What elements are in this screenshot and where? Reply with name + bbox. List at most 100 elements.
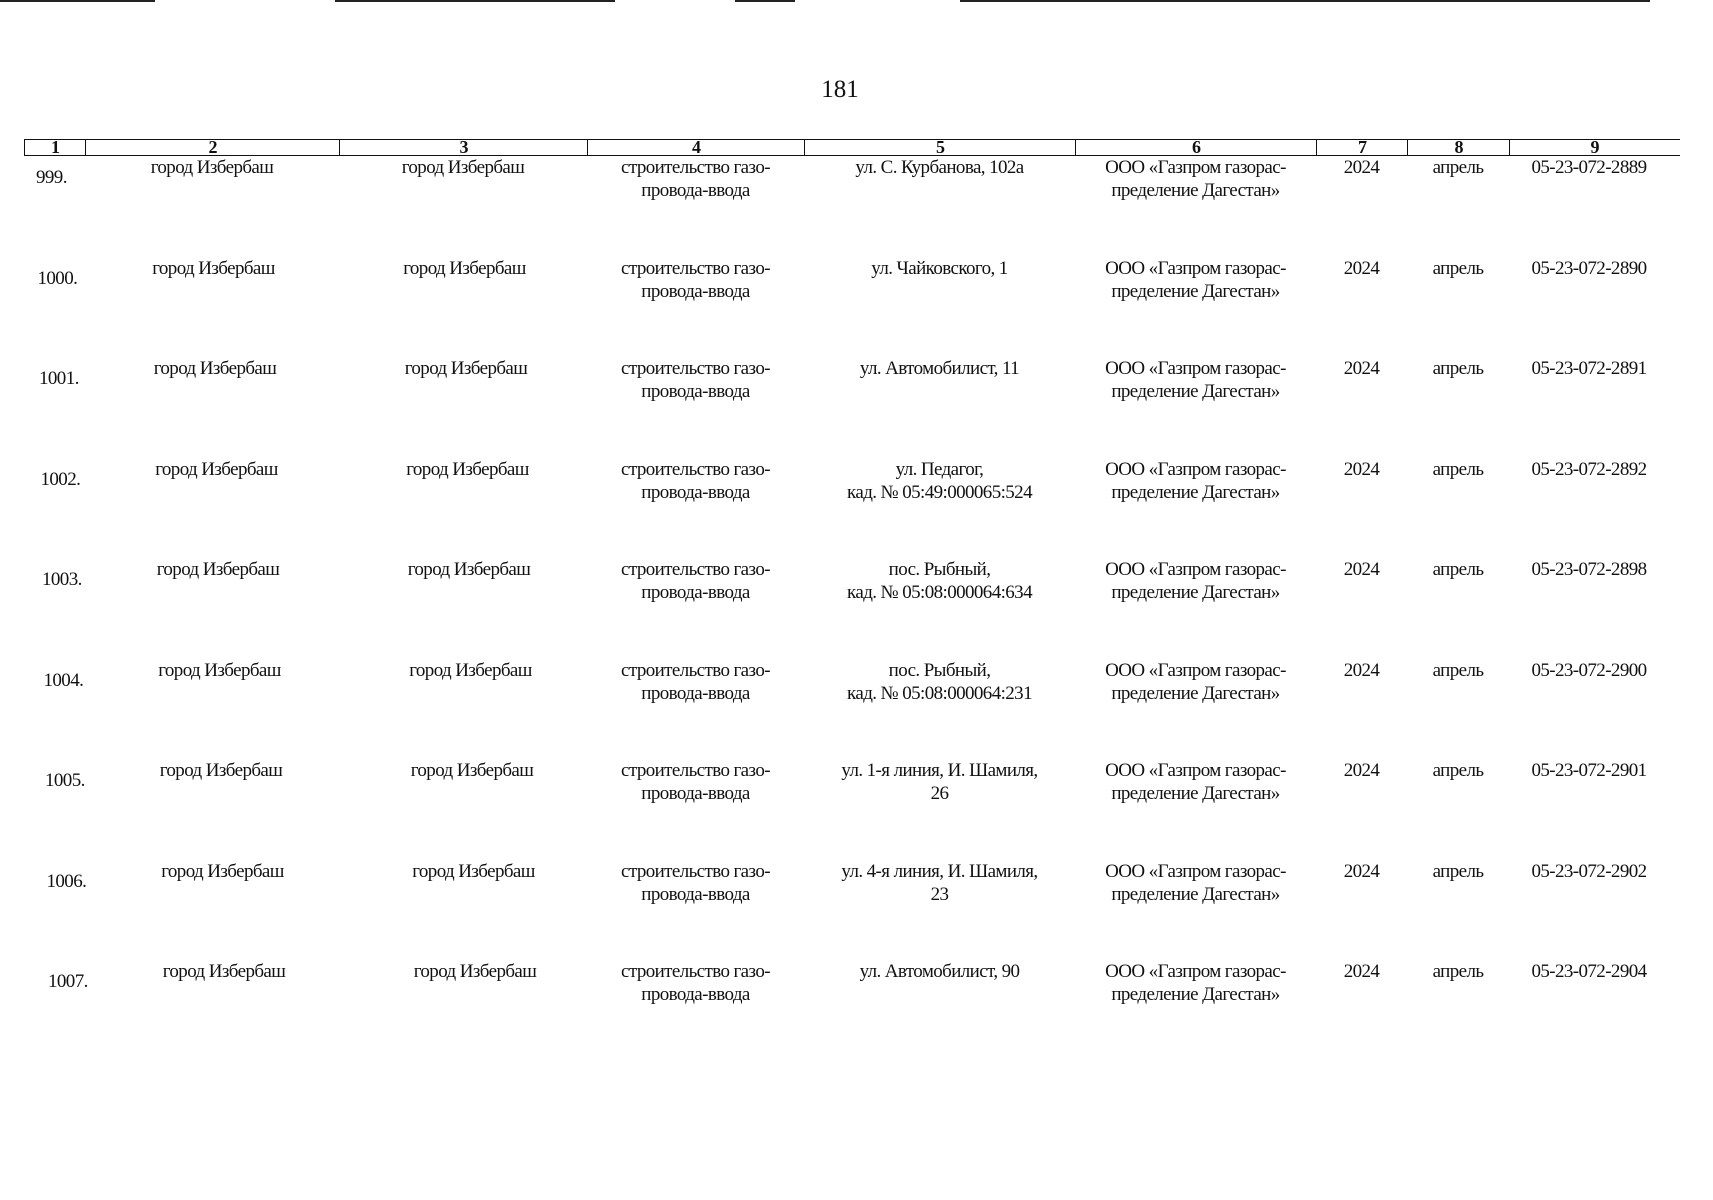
month-cell: апрель xyxy=(1432,961,1484,982)
column-header-4: 4 xyxy=(587,138,805,156)
work-type-cell: строительство газо- провода-ввода xyxy=(621,257,771,302)
year-cell: 2024 xyxy=(1343,760,1380,781)
address-cell: ул. С. Курбанова, 102а xyxy=(855,157,1024,178)
row-number-cell: 1007. xyxy=(48,971,88,992)
settlement-cell: город Избербаш xyxy=(404,358,528,379)
year-cell: 2024 xyxy=(1343,257,1380,279)
column-header-1: 1 xyxy=(24,138,86,156)
column-header-5: 5 xyxy=(804,138,1076,156)
address-cell: пос. Рыбный, кад. № 05:08:000064:231 xyxy=(847,659,1033,704)
organization-cell: ООО «Газпром газорас- пределение Дагеста… xyxy=(1105,559,1286,603)
column-header-2: 2 xyxy=(85,138,340,156)
work-type-cell: строительство газо- провода-ввода xyxy=(621,157,771,201)
address-cell: ул. 1-я линия, И. Шамиля, 26 xyxy=(841,760,1038,804)
municipality-cell: город Избербаш xyxy=(162,961,286,982)
municipality-cell: город Избербаш xyxy=(158,659,281,681)
code-cell: 05-23-072-2902 xyxy=(1531,860,1647,882)
column-header-9: 9 xyxy=(1509,138,1680,156)
code-cell: 05-23-072-2889 xyxy=(1531,157,1647,178)
row-number-cell: 999. xyxy=(36,167,67,188)
month-cell: апрель xyxy=(1432,458,1484,480)
table-row: 1007. город Избербаш город Избербаш строите… xyxy=(0,960,1713,1060)
settlement-cell: город Избербаш xyxy=(407,559,531,580)
table-row: 999. город Избербаш город Избербаш строител… xyxy=(0,156,1713,256)
work-type-cell: строительство газо- провода-ввода xyxy=(621,961,771,1005)
code-cell: 05-23-072-2900 xyxy=(1531,659,1647,681)
code-cell: 05-23-072-2891 xyxy=(1531,358,1647,379)
column-header-6: 6 xyxy=(1075,138,1317,156)
organization-cell: ООО «Газпром газорас- пределение Дагеста… xyxy=(1105,458,1286,503)
month-cell: апрель xyxy=(1432,860,1484,882)
municipality-cell: город Избербаш xyxy=(152,257,275,279)
table-row: 1002. город Избербаш город Избербаш строите… xyxy=(0,458,1713,558)
code-cell: 05-23-072-2904 xyxy=(1531,961,1647,982)
table-row: 1006. город Избербаш город Избербаш строите… xyxy=(0,860,1713,960)
row-number-cell: 1003. xyxy=(42,569,82,590)
settlement-cell: город Избербаш xyxy=(401,157,525,178)
municipality-cell: город Избербаш xyxy=(155,458,278,480)
work-type-cell: строительство газо- провода-ввода xyxy=(621,358,771,402)
settlement-cell: город Избербаш xyxy=(406,458,529,480)
municipality-cell: город Избербаш xyxy=(156,559,280,580)
address-cell: ул. Чайковского, 1 xyxy=(871,257,1008,279)
table-row: 1000. город Избербаш город Избербаш строите… xyxy=(0,257,1713,357)
row-number-cell: 1005. xyxy=(45,770,85,791)
column-header-8: 8 xyxy=(1407,138,1510,156)
code-cell: 05-23-072-2892 xyxy=(1531,458,1647,480)
table-row: 1005. город Избербаш город Избербаш строите… xyxy=(0,759,1713,859)
month-cell: апрель xyxy=(1432,257,1484,279)
row-number-cell: 1001. xyxy=(39,368,79,389)
month-cell: апрель xyxy=(1432,559,1484,580)
year-cell: 2024 xyxy=(1343,157,1380,178)
settlement-cell: город Избербаш xyxy=(410,760,534,781)
address-cell: ул. 4-я линия, И. Шамиля, 23 xyxy=(841,860,1038,905)
column-header-7: 7 xyxy=(1316,138,1408,156)
work-type-cell: строительство газо- провода-ввода xyxy=(621,860,771,905)
scan-edge-line xyxy=(960,0,1650,2)
municipality-cell: город Избербаш xyxy=(161,860,284,882)
address-cell: ул. Автомобилист, 11 xyxy=(859,358,1020,379)
code-cell: 05-23-072-2901 xyxy=(1531,760,1647,781)
work-type-cell: строительство газо- провода-ввода xyxy=(621,659,771,704)
table-row: 1004. город Избербаш город Избербаш строите… xyxy=(0,659,1713,759)
organization-cell: ООО «Газпром газорас- пределение Дагеста… xyxy=(1105,157,1286,201)
year-cell: 2024 xyxy=(1343,961,1380,982)
year-cell: 2024 xyxy=(1343,458,1380,480)
organization-cell: ООО «Газпром газорас- пределение Дагеста… xyxy=(1105,358,1286,402)
municipality-cell: город Избербаш xyxy=(150,157,274,178)
scan-edge-line xyxy=(335,0,615,2)
work-type-cell: строительство газо- провода-ввода xyxy=(621,458,771,503)
address-cell: ул. Педагог, кад. № 05:49:000065:524 xyxy=(847,458,1033,503)
year-cell: 2024 xyxy=(1343,860,1380,882)
month-cell: апрель xyxy=(1432,157,1484,178)
settlement-cell: город Избербаш xyxy=(412,860,535,882)
address-cell: ул. Автомобилист, 90 xyxy=(859,961,1020,982)
row-number-cell: 1002. xyxy=(40,468,81,490)
organization-cell: ООО «Газпром газорас- пределение Дагеста… xyxy=(1105,257,1286,302)
settlement-cell: город Избербаш xyxy=(413,961,537,982)
municipality-cell: город Избербаш xyxy=(159,760,283,781)
row-number-cell: 1006. xyxy=(46,870,87,892)
scan-edge-line xyxy=(0,0,155,2)
scan-edge-line xyxy=(735,0,795,2)
table-row: 1001. город Избербаш город Избербаш строите… xyxy=(0,357,1713,457)
organization-cell: ООО «Газпром газорас- пределение Дагеста… xyxy=(1105,760,1286,804)
work-type-cell: строительство газо- провода-ввода xyxy=(621,559,771,603)
row-number-cell: 1000. xyxy=(37,267,78,289)
month-cell: апрель xyxy=(1432,659,1484,681)
organization-cell: ООО «Газпром газорас- пределение Дагеста… xyxy=(1105,659,1286,704)
year-cell: 2024 xyxy=(1343,659,1380,681)
work-type-cell: строительство газо- провода-ввода xyxy=(621,760,771,804)
column-header-3: 3 xyxy=(339,138,588,156)
settlement-cell: город Избербаш xyxy=(403,257,526,279)
year-cell: 2024 xyxy=(1343,358,1380,379)
year-cell: 2024 xyxy=(1343,559,1380,580)
organization-cell: ООО «Газпром газорас- пределение Дагеста… xyxy=(1105,961,1286,1005)
table-row: 1003. город Избербаш город Избербаш строите… xyxy=(0,558,1713,658)
row-number-cell: 1004. xyxy=(43,669,84,691)
code-cell: 05-23-072-2898 xyxy=(1531,559,1647,580)
organization-cell: ООО «Газпром газорас- пределение Дагеста… xyxy=(1105,860,1286,905)
month-cell: апрель xyxy=(1432,760,1484,781)
page-number: 181 xyxy=(821,76,859,103)
month-cell: апрель xyxy=(1432,358,1484,379)
